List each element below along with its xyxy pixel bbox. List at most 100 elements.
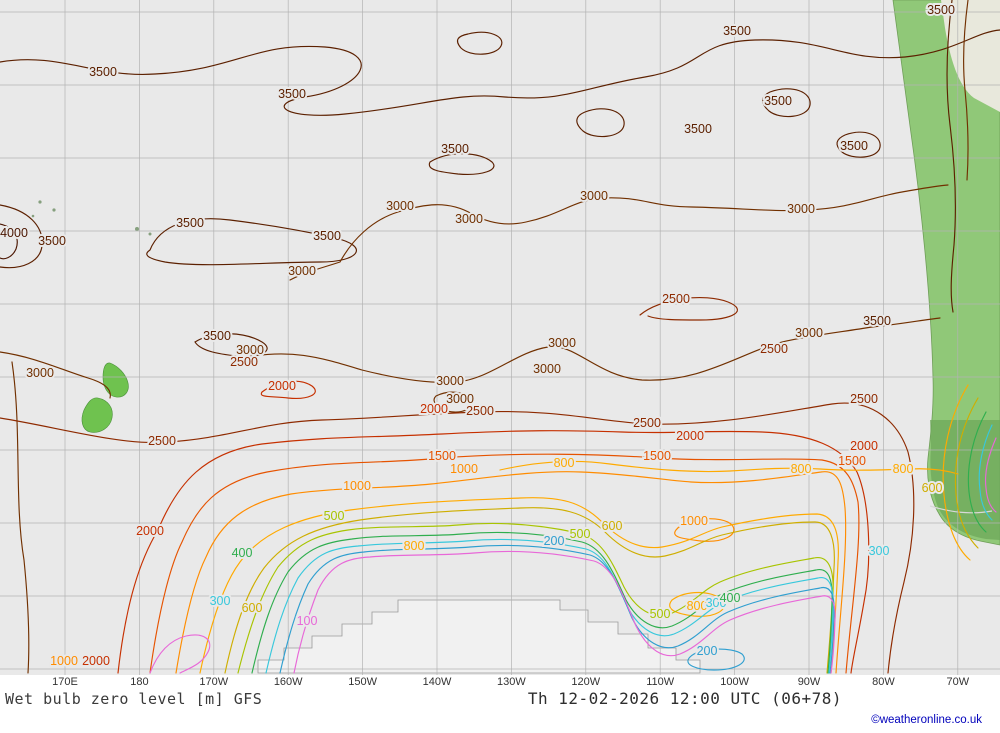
contour-label: 3500	[764, 94, 792, 108]
contour-label: 3500	[176, 216, 204, 230]
pacific-island	[135, 227, 139, 231]
magellan-strait	[929, 505, 993, 514]
contour-label: 600	[922, 481, 943, 495]
contour-line	[117, 430, 870, 674]
contour-line	[251, 531, 833, 674]
contour-line	[433, 391, 471, 413]
contour-label: 3500	[441, 142, 469, 156]
contour-labels: 3500 3500 3500 3500 3500 3500 3500 3500 3000 3000…	[0, 1, 957, 670]
contour-label: 3000	[533, 362, 561, 376]
longitude-label: 180	[130, 676, 149, 688]
contour-label: 3000	[236, 343, 264, 357]
contour-line	[984, 437, 997, 513]
contour-label: 800	[687, 599, 708, 613]
contour-label: 2500	[633, 416, 661, 430]
glacier-lake	[929, 485, 937, 493]
contour-line	[0, 29, 1000, 116]
contour-label: 300	[869, 544, 890, 558]
contour-label: 1500	[428, 449, 456, 463]
contour-label: 100	[297, 614, 318, 628]
contour-label: 2500	[662, 292, 690, 306]
contour-line	[146, 218, 357, 266]
contour-label: 3500	[313, 229, 341, 243]
contour-label: 3500	[723, 24, 751, 38]
copyright-link[interactable]: ©weatheronline.co.uk	[871, 714, 982, 726]
nz-south-island	[81, 397, 113, 433]
contour-line	[199, 497, 839, 674]
longitude-label: 110W	[646, 676, 675, 688]
weather-map: 3500 3500 3500 3500 3500 3500 3500 3500 3000 3000…	[0, 0, 1000, 675]
contour-label: 800	[893, 462, 914, 476]
longitude-label: 90W	[797, 676, 821, 688]
contour-label: 3000	[436, 374, 464, 388]
contour-line	[149, 634, 211, 674]
contour-line	[11, 361, 30, 674]
contour-line	[836, 131, 881, 158]
contour-line	[428, 153, 495, 175]
contour-label: 3000	[288, 264, 316, 278]
contour-label: 600	[242, 601, 263, 615]
contour-label: 800	[791, 462, 812, 476]
longitude-label: 170W	[199, 676, 229, 688]
longitude-axis: 170E 180 170W 160W 150W 140W 130W 120W 110W 100W 9…	[0, 675, 1000, 689]
longitude-label: 140W	[422, 676, 452, 688]
contour-line	[289, 184, 949, 281]
map-datetime: Th 12-02-2026 12:00 UTC (06+78)	[527, 689, 842, 708]
contour-line	[175, 471, 847, 674]
longitude-label: 120W	[571, 676, 601, 688]
contour-label: 3000	[787, 202, 815, 216]
contour-label: 800	[554, 456, 575, 470]
contour-label: 500	[650, 607, 671, 621]
contour-label: 2000	[268, 379, 296, 393]
contour-line	[499, 460, 959, 475]
contour-label: 1000	[343, 479, 371, 493]
contour-label: 3000	[548, 336, 576, 350]
contour-label: 300	[706, 596, 727, 610]
contour-line	[954, 397, 979, 549]
pacific-island	[31, 214, 35, 218]
contour-line	[942, 384, 971, 561]
contour-line	[687, 648, 745, 671]
contour-line	[260, 380, 316, 399]
contour-line	[456, 31, 503, 55]
south-america-land	[892, 0, 1000, 546]
contour-label: 3500	[89, 65, 117, 79]
contour-label: 3000	[795, 326, 823, 340]
contour-line	[967, 411, 987, 533]
contour-line	[962, 0, 969, 181]
contour-line	[639, 297, 738, 321]
contour-label: 1500	[838, 454, 866, 468]
contour-label: 3500	[38, 234, 66, 248]
contour-label: 2000	[676, 429, 704, 443]
contour-label: 300	[210, 594, 231, 608]
contour-line	[674, 518, 735, 542]
contour-label: 2000	[82, 654, 110, 668]
contour-label: 2500	[760, 342, 788, 356]
map-title: Wet bulb zero level [m] GFS	[5, 690, 263, 708]
longitude-label: 170E	[52, 676, 78, 688]
info-bar: 170E 180 170W 160W 150W 140W 130W 120W 110W 100W 9…	[0, 675, 1000, 733]
contour-line	[762, 88, 811, 118]
title-row: Wet bulb zero level [m] GFS Th 12-02-202…	[0, 689, 1000, 708]
contour-line	[0, 351, 111, 399]
nz-north-island	[102, 362, 129, 398]
contour-label: 2500	[850, 392, 878, 406]
contour-label: 1500	[643, 449, 671, 463]
contour-label: 400	[232, 546, 253, 560]
contour-label: 3500	[840, 139, 868, 153]
contour-label: 3500	[927, 3, 955, 17]
contour-line	[576, 108, 625, 138]
longitude-label: 160W	[273, 676, 303, 688]
contour-label: 2000	[136, 524, 164, 538]
contour-line	[978, 424, 993, 521]
contour-line	[946, 0, 956, 313]
longitude-label: 130W	[497, 676, 526, 688]
contour-label: 3000	[386, 199, 414, 213]
contour-line	[224, 507, 835, 674]
longitude-label: 80W	[872, 676, 895, 688]
longitude-label: 150W	[348, 676, 377, 688]
contour-label: 500	[570, 527, 591, 541]
contour-line	[194, 333, 268, 357]
contour-line	[237, 522, 834, 674]
contour-label: 3000	[26, 366, 54, 380]
